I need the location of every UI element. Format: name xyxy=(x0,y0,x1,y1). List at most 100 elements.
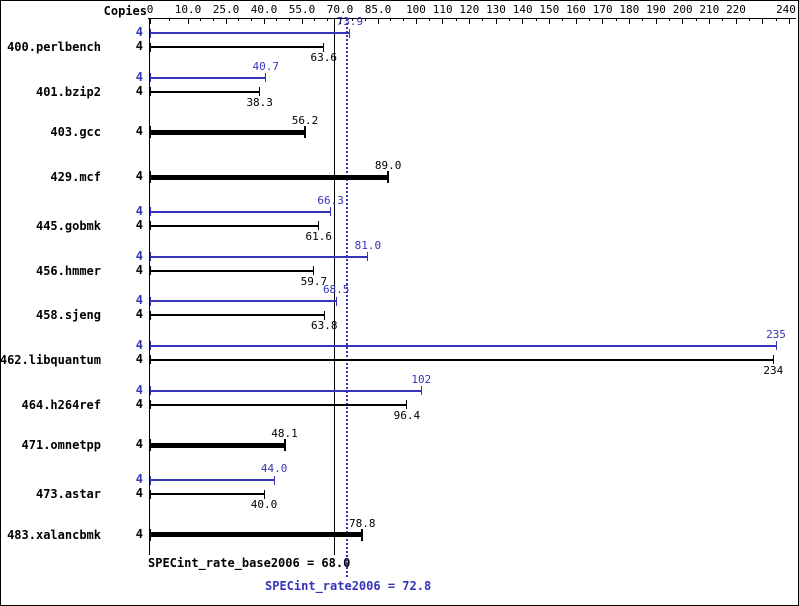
peak-458.sjeng-bar-start-cap xyxy=(149,296,151,306)
peak-value-label: 66.3 xyxy=(317,193,344,207)
peak-462.libquantum-bar xyxy=(150,344,776,347)
x-axis-minor-tick xyxy=(668,18,670,21)
base-copies: 4 xyxy=(135,169,143,184)
base-401.bzip2-bar xyxy=(150,90,260,93)
base-copies: 4 xyxy=(135,437,143,452)
x-axis-minor-tick xyxy=(642,18,644,21)
x-axis-tick-label: 190 xyxy=(646,3,666,16)
benchmark-name: 473.astar xyxy=(35,487,101,501)
base-464.h264ref-bar-end-cap xyxy=(406,400,408,410)
base-429.mcf-bar-end-cap xyxy=(387,171,390,184)
base-456.hmmer-bar xyxy=(150,269,314,272)
base-458.sjeng-bar-start-cap xyxy=(149,310,151,320)
peak-456.hmmer-bar-end-cap xyxy=(367,252,369,261)
base-458.sjeng-bar-end-cap xyxy=(323,310,325,320)
peak-copies: 4 xyxy=(135,472,143,486)
x-axis-major-tick xyxy=(377,18,379,24)
base-400.perlbench-bar xyxy=(150,46,324,48)
peak-400.perlbench-bar-end-cap xyxy=(349,28,351,38)
base-462.libquantum-bar-start-cap xyxy=(149,355,151,365)
base-471.omnetpp-bar-end-cap xyxy=(283,439,286,452)
peak-value-label: 102 xyxy=(411,372,432,386)
x-axis-tick-label: 55.0 xyxy=(288,3,316,16)
peak-458.sjeng-bar xyxy=(150,300,337,303)
x-axis-major-tick xyxy=(468,18,470,24)
benchmark-name: 462.libquantum xyxy=(0,352,101,367)
x-axis-major-tick xyxy=(762,18,764,24)
base-value-label: 234 xyxy=(763,363,784,377)
base-403.gcc-bar-start-cap xyxy=(149,126,151,139)
x-axis-major-tick xyxy=(225,18,227,24)
base-copies: 4 xyxy=(135,39,143,53)
x-axis-major-tick xyxy=(495,18,497,24)
x-axis-tick-label: 25.0 xyxy=(212,3,240,16)
base-445.gobmk-bar-start-cap xyxy=(149,221,151,231)
base-462.libquantum-bar xyxy=(150,358,774,361)
peak-464.h264ref-bar-end-cap xyxy=(420,386,422,396)
x-axis-tick-label: 220 xyxy=(726,3,746,16)
base-value-label: 61.6 xyxy=(305,229,332,243)
peak-456.hmmer-bar xyxy=(150,255,368,258)
x-axis-major-tick xyxy=(788,18,790,24)
base-483.xalancbmk-bar-end-cap xyxy=(361,528,364,541)
base-403.gcc-bar-end-cap xyxy=(304,126,307,139)
base-copies: 4 xyxy=(135,396,143,411)
x-axis-tick-label: 40.0 xyxy=(250,3,278,16)
x-axis-tick-label: 10.0 xyxy=(174,3,202,16)
x-axis-line xyxy=(148,18,796,19)
base-value-label: 38.3 xyxy=(246,95,273,109)
x-axis-minor-tick xyxy=(326,18,328,21)
x-axis-minor-tick xyxy=(352,18,354,21)
base-copies: 4 xyxy=(135,526,143,541)
base-value-label: 40.0 xyxy=(250,498,278,511)
peak-mean-line xyxy=(346,18,349,577)
x-axis-tick-label: 140 xyxy=(512,3,533,16)
x-axis-major-tick xyxy=(522,18,524,24)
base-401.bzip2-bar-end-cap xyxy=(259,87,261,97)
peak-value-label: 73.9 xyxy=(336,15,364,28)
peak-value-label: 44.0 xyxy=(260,462,288,475)
x-axis-minor-tick xyxy=(250,18,252,21)
peak-copies: 4 xyxy=(135,25,143,39)
base-value-label: 89.0 xyxy=(374,159,402,173)
peak-401.bzip2-bar xyxy=(150,76,266,79)
base-464.h264ref-bar xyxy=(150,403,407,406)
x-axis-major-tick xyxy=(628,18,630,24)
base-mean-label: SPECint_rate_base2006 = 68.0 xyxy=(148,556,351,570)
benchmark-name: 403.gcc xyxy=(50,125,101,140)
x-axis-tick-label: 100 xyxy=(406,3,426,16)
base-473.astar-bar-start-cap xyxy=(149,489,151,499)
peak-value-label: 40.7 xyxy=(252,59,280,73)
base-value-label: 96.4 xyxy=(393,408,421,422)
x-axis-tick-label: 120 xyxy=(459,3,480,16)
base-400.perlbench-bar-end-cap xyxy=(323,42,325,52)
peak-copies: 4 xyxy=(135,69,143,84)
base-483.xalancbmk-bar-start-cap xyxy=(149,528,151,541)
x-axis-minor-tick xyxy=(314,18,316,21)
benchmark-name: 445.gobmk xyxy=(35,218,101,233)
base-value-label: 63.6 xyxy=(310,51,338,64)
base-471.omnetpp-bar xyxy=(150,442,285,448)
benchmark-name: 471.omnetpp xyxy=(21,438,101,453)
peak-462.libquantum-bar-start-cap xyxy=(149,341,151,351)
x-axis-minor-tick xyxy=(748,18,750,21)
base-445.gobmk-bar-end-cap xyxy=(318,221,320,231)
x-axis-major-tick xyxy=(263,18,265,24)
peak-copies: 4 xyxy=(135,382,143,397)
peak-copies: 4 xyxy=(135,293,143,308)
x-axis-minor-tick xyxy=(615,18,617,21)
base-429.mcf-bar-start-cap xyxy=(149,171,151,184)
base-value-label: 63.8 xyxy=(311,319,338,333)
base-483.xalancbmk-bar xyxy=(150,532,363,538)
base-value-label: 78.8 xyxy=(349,516,376,530)
x-axis-tick-label: 130 xyxy=(486,3,506,16)
peak-464.h264ref-bar-start-cap xyxy=(149,386,151,396)
x-axis-minor-tick xyxy=(775,18,777,21)
benchmark-name: 400.perlbench xyxy=(7,40,101,54)
peak-462.libquantum-bar-end-cap xyxy=(775,341,777,351)
peak-445.gobmk-bar-start-cap xyxy=(149,207,151,217)
benchmark-name: 429.mcf xyxy=(50,170,101,185)
peak-473.astar-bar xyxy=(150,479,275,481)
x-axis-tick-label: 110 xyxy=(432,3,453,16)
base-456.hmmer-bar-start-cap xyxy=(149,266,151,275)
